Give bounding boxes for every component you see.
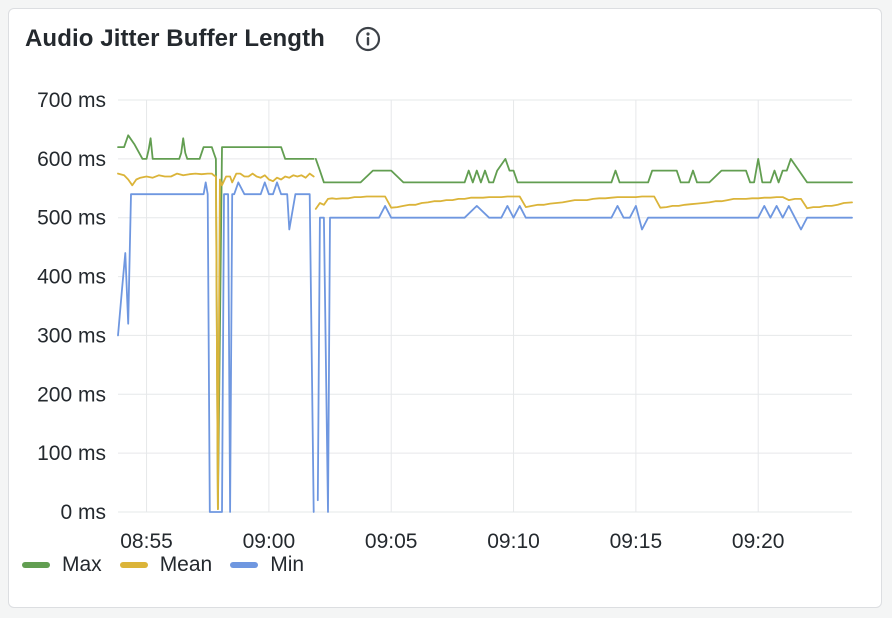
series-line-mean[interactable] xyxy=(314,195,853,210)
legend-item-min[interactable]: Min xyxy=(230,553,304,577)
series-lines[interactable] xyxy=(117,134,853,513)
legend-label-mean: Mean xyxy=(159,553,213,576)
x-tick-label: 09:05 xyxy=(365,530,418,553)
x-tick-label: 09:15 xyxy=(610,530,663,553)
x-tick-label: 08:55 xyxy=(120,530,173,553)
y-tick-label: 700 ms xyxy=(37,89,106,112)
x-tick-label: 09:20 xyxy=(732,530,785,553)
legend-label-max: Max xyxy=(62,553,102,576)
y-tick-label: 600 ms xyxy=(37,148,106,171)
legend-swatch-max xyxy=(22,562,50,568)
legend: Max Mean Min xyxy=(22,553,322,577)
y-tick-label: 400 ms xyxy=(37,266,106,289)
info-icon[interactable] xyxy=(355,26,381,52)
y-tick-label: 200 ms xyxy=(37,383,106,406)
legend-item-max[interactable]: Max xyxy=(22,553,102,577)
panel-header: Audio Jitter Buffer Length xyxy=(25,23,381,55)
grid xyxy=(118,99,852,513)
y-tick-label: 0 ms xyxy=(60,501,106,524)
x-tick-label: 09:10 xyxy=(487,530,540,553)
y-tick-label: 300 ms xyxy=(37,324,106,347)
series-line-min[interactable] xyxy=(316,204,853,513)
x-axis: 08:55 09:00 09:05 09:10 09:15 09:20 xyxy=(120,530,784,553)
series-line-mean[interactable] xyxy=(117,172,315,511)
panel-title: Audio Jitter Buffer Length xyxy=(25,25,325,52)
y-tick-label: 100 ms xyxy=(37,442,106,465)
x-tick-label: 09:00 xyxy=(243,530,296,553)
legend-swatch-min xyxy=(230,562,259,568)
chart-panel: Audio Jitter Buffer Length xyxy=(8,8,882,608)
legend-item-mean[interactable]: Mean xyxy=(119,553,213,577)
series-line-min[interactable] xyxy=(117,181,315,513)
y-tick-label: 500 ms xyxy=(37,207,106,230)
y-axis: 0 ms 100 ms 200 ms 300 ms 400 ms 500 ms 600 ms… xyxy=(37,89,106,524)
legend-swatch-mean xyxy=(119,562,148,568)
series-line-max[interactable] xyxy=(117,134,315,511)
series-line-max[interactable] xyxy=(314,157,853,184)
legend-label-min: Min xyxy=(270,553,305,576)
